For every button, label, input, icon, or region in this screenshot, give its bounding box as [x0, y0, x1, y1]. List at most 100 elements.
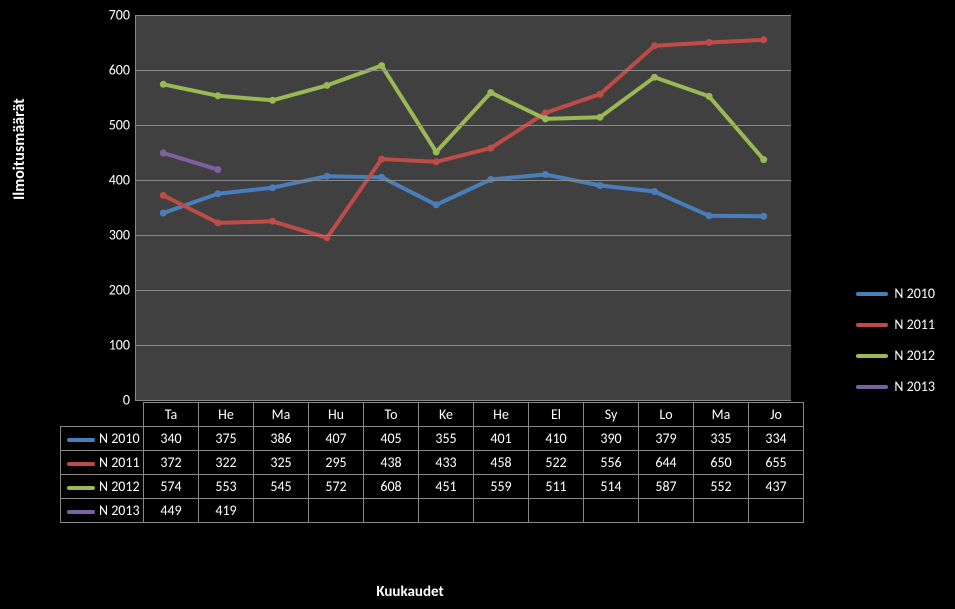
series-marker — [324, 173, 331, 180]
series-marker — [269, 218, 276, 225]
y-tick-label: 400 — [109, 172, 130, 189]
series-marker — [651, 74, 658, 81]
grid-line — [136, 70, 791, 71]
table-cell: 386 — [254, 427, 309, 451]
table-cell: 511 — [529, 475, 584, 499]
series-marker — [324, 82, 331, 89]
table-cell: 451 — [419, 475, 474, 499]
table-column-header: Sy — [584, 403, 639, 427]
legend-label: N 2011 — [894, 316, 935, 333]
table-cell: 401 — [474, 427, 529, 451]
series-marker — [269, 97, 276, 104]
grid-line — [136, 125, 791, 126]
series-line — [163, 66, 763, 160]
table-column-header: El — [529, 403, 584, 427]
series-marker — [160, 81, 167, 88]
series-marker — [760, 213, 767, 220]
table-header-row: TaHeMaHuToKeHeElSyLoMaJo — [61, 403, 804, 427]
table-column-header: Ma — [694, 403, 749, 427]
legend-item: N 2012 — [856, 347, 935, 364]
series-swatch — [67, 510, 95, 514]
table-cell: 552 — [694, 475, 749, 499]
table-row-header: N 2013 — [61, 499, 144, 523]
table-cell: 379 — [639, 427, 694, 451]
series-marker — [597, 182, 604, 189]
table-cell — [419, 499, 474, 523]
series-marker — [378, 156, 385, 163]
table-cell — [639, 499, 694, 523]
plot-area: 0100200300400500600700 — [135, 15, 791, 401]
series-swatch — [67, 486, 95, 490]
table-cell: 587 — [639, 475, 694, 499]
y-tick-label: 200 — [109, 282, 130, 299]
series-marker — [760, 156, 767, 163]
series-marker — [542, 109, 549, 116]
legend-swatch — [856, 292, 888, 296]
table-cell: 522 — [529, 451, 584, 475]
legend-item: N 2011 — [856, 316, 935, 333]
series-marker — [706, 212, 713, 219]
series-marker — [597, 91, 604, 98]
y-tick-label: 700 — [109, 7, 130, 24]
y-tick-label: 600 — [109, 62, 130, 79]
series-name: N 2011 — [99, 454, 140, 471]
table-cell: 375 — [199, 427, 254, 451]
table-cell: 574 — [144, 475, 199, 499]
series-marker — [433, 201, 440, 208]
table-cell: 340 — [144, 427, 199, 451]
legend: N 2010N 2011N 2012N 2013 — [856, 285, 935, 409]
legend-label: N 2012 — [894, 347, 935, 364]
table-cell: 559 — [474, 475, 529, 499]
table-cell: 449 — [144, 499, 199, 523]
table-cell — [474, 499, 529, 523]
table-cell: 405 — [364, 427, 419, 451]
table-corner-cell — [61, 403, 144, 427]
table-cell: 335 — [694, 427, 749, 451]
chart-wrapper: Ilmoitusmäärät 0100200300400500600700 Ta… — [0, 0, 955, 609]
table-cell: 390 — [584, 427, 639, 451]
series-marker — [378, 62, 385, 69]
data-table: TaHeMaHuToKeHeElSyLoMaJoN 20103403753864… — [60, 402, 804, 523]
table-cell: 325 — [254, 451, 309, 475]
legend-swatch — [856, 385, 888, 389]
series-swatch — [67, 462, 95, 466]
table-cell — [584, 499, 639, 523]
table-column-header: Jo — [749, 403, 804, 427]
table-cell — [694, 499, 749, 523]
table-row: N 20103403753864074053554014103903793353… — [61, 427, 804, 451]
table-column-header: Ta — [144, 403, 199, 427]
table-cell: 514 — [584, 475, 639, 499]
table-cell — [529, 499, 584, 523]
line-chart-svg — [136, 15, 791, 400]
x-axis-title: Kuukaudet — [0, 583, 820, 601]
series-marker — [542, 171, 549, 178]
table-cell — [254, 499, 309, 523]
series-marker — [651, 188, 658, 195]
series-name: N 2013 — [99, 502, 140, 519]
table-cell: 644 — [639, 451, 694, 475]
y-tick-label: 300 — [109, 227, 130, 244]
table-cell — [364, 499, 419, 523]
table-row: N 2013449419 — [61, 499, 804, 523]
series-marker — [433, 158, 440, 165]
table-cell: 553 — [199, 475, 254, 499]
table-cell: 545 — [254, 475, 309, 499]
table-cell: 433 — [419, 451, 474, 475]
table-column-header: Hu — [309, 403, 364, 427]
series-marker — [760, 36, 767, 43]
series-marker — [706, 39, 713, 46]
y-tick-label: 100 — [109, 337, 130, 354]
series-marker — [542, 115, 549, 122]
series-marker — [269, 184, 276, 191]
series-line — [163, 153, 218, 170]
table-cell: 322 — [199, 451, 254, 475]
table-cell: 458 — [474, 451, 529, 475]
table-cell: 655 — [749, 451, 804, 475]
series-marker — [487, 89, 494, 96]
table-row-header: N 2011 — [61, 451, 144, 475]
table-cell: 556 — [584, 451, 639, 475]
table-row-header: N 2010 — [61, 427, 144, 451]
series-marker — [487, 145, 494, 152]
table-cell: 608 — [364, 475, 419, 499]
table-cell — [309, 499, 364, 523]
